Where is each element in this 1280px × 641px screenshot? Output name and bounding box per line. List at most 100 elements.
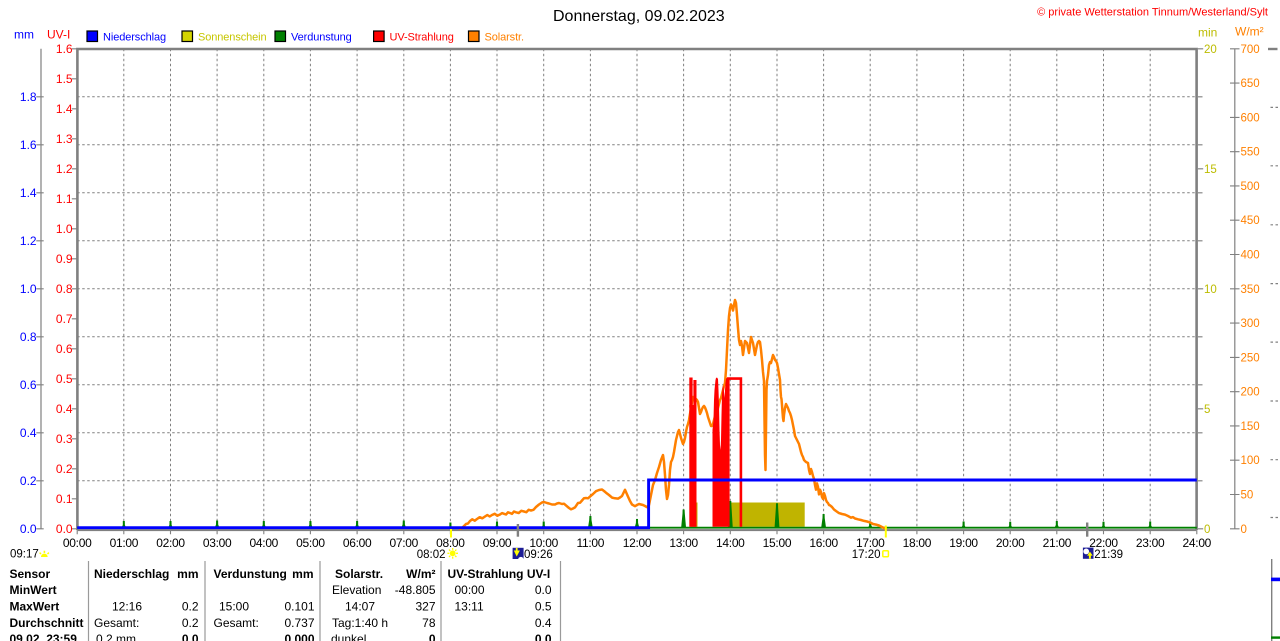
svg-text:1.4: 1.4: [20, 186, 37, 200]
svg-text:300: 300: [1241, 318, 1260, 330]
svg-text:100: 100: [1241, 455, 1260, 467]
svg-text:13:11: 13:11: [455, 600, 484, 614]
svg-text:00:00: 00:00: [455, 583, 485, 597]
svg-text:UV-I: UV-I: [47, 28, 70, 42]
svg-text:MaxWert: MaxWert: [10, 600, 60, 614]
svg-text:11:00: 11:00: [577, 536, 605, 550]
svg-text:09:00: 09:00: [483, 536, 512, 550]
svg-text:1.5: 1.5: [56, 72, 73, 86]
svg-text:14:07: 14:07: [345, 600, 375, 614]
svg-text:24:00: 24:00: [1183, 536, 1212, 550]
svg-text:0.0: 0.0: [20, 522, 37, 536]
svg-text:W/m²: W/m²: [406, 567, 435, 581]
svg-text:1.8: 1.8: [20, 90, 37, 104]
svg-text:09:17: 09:17: [10, 549, 39, 561]
svg-text:05:00: 05:00: [296, 536, 325, 550]
svg-text:18:00: 18:00: [903, 536, 932, 550]
svg-text:0.0: 0.0: [535, 632, 552, 641]
svg-text:1.3: 1.3: [56, 132, 73, 146]
svg-text:0.0: 0.0: [535, 583, 552, 597]
svg-text:1.6: 1.6: [20, 138, 37, 152]
svg-text:Gesamt:: Gesamt:: [214, 616, 259, 630]
svg-text:150: 150: [1241, 421, 1260, 433]
svg-text:16:00: 16:00: [809, 536, 838, 550]
svg-text:mm: mm: [14, 28, 34, 42]
svg-text:15:00: 15:00: [763, 536, 792, 550]
svg-text:Elevation: Elevation: [332, 583, 381, 597]
svg-text:0.4: 0.4: [56, 402, 73, 416]
svg-text:© private Wetterstation Tinnum: © private Wetterstation Tinnum/Westerlan…: [1037, 7, 1268, 19]
svg-text:09.02. 23:59: 09.02. 23:59: [10, 632, 78, 641]
svg-text:08:00: 08:00: [436, 536, 465, 550]
svg-text:MinWert: MinWert: [10, 583, 57, 597]
svg-text:0.2: 0.2: [182, 600, 199, 614]
svg-text:0: 0: [1204, 524, 1210, 536]
svg-text:0.2 mm: 0.2 mm: [96, 632, 136, 641]
svg-text:20:00: 20:00: [996, 536, 1025, 550]
svg-text:0.0: 0.0: [56, 522, 73, 536]
svg-text:0.8: 0.8: [56, 282, 73, 296]
svg-text:06:00: 06:00: [343, 536, 372, 550]
svg-text:1.0: 1.0: [20, 282, 37, 296]
svg-text:0.3: 0.3: [56, 432, 73, 446]
svg-text:dunkel: dunkel: [331, 632, 366, 641]
svg-text:0.4: 0.4: [20, 426, 37, 440]
svg-text:5: 5: [1204, 404, 1210, 416]
svg-text:78: 78: [422, 616, 436, 630]
svg-text:Solarstr.: Solarstr.: [485, 32, 524, 44]
svg-text:-48.805: -48.805: [395, 583, 436, 597]
svg-text:12:00: 12:00: [623, 536, 652, 550]
svg-text:250: 250: [1241, 352, 1260, 364]
svg-text:W/m²: W/m²: [1235, 25, 1264, 39]
svg-text:1.2: 1.2: [56, 162, 73, 176]
svg-text:0.8: 0.8: [20, 330, 37, 344]
svg-text:23:00: 23:00: [1136, 536, 1165, 550]
svg-text:Niederschlag: Niederschlag: [94, 567, 169, 581]
svg-text:17:20: 17:20: [852, 549, 881, 561]
svg-text:13:00: 13:00: [669, 536, 698, 550]
svg-text:600: 600: [1241, 112, 1260, 124]
svg-text:1.0: 1.0: [56, 222, 73, 236]
svg-text:0: 0: [429, 632, 436, 641]
svg-text:Tag:1:40 h: Tag:1:40 h: [332, 616, 388, 630]
svg-text:22:00: 22:00: [1089, 536, 1118, 550]
svg-text:50: 50: [1241, 490, 1254, 502]
svg-text:min: min: [1198, 26, 1217, 40]
svg-text:07:00: 07:00: [389, 536, 418, 550]
svg-text:1.6: 1.6: [56, 42, 73, 56]
svg-text:00:00: 00:00: [63, 536, 92, 550]
svg-text:0.4: 0.4: [535, 616, 552, 630]
svg-text:15: 15: [1204, 164, 1217, 176]
svg-text:UV-Strahlung: UV-Strahlung: [390, 32, 454, 44]
svg-text:400: 400: [1241, 250, 1260, 262]
svg-text:15:00: 15:00: [219, 600, 249, 614]
svg-text:1.2: 1.2: [20, 234, 37, 248]
svg-text:03:00: 03:00: [203, 536, 232, 550]
svg-text:700: 700: [1241, 44, 1260, 56]
svg-text:0.2: 0.2: [20, 474, 37, 488]
svg-text:Donnerstag, 09.02.2023: Donnerstag, 09.02.2023: [553, 8, 725, 25]
svg-text:Verdunstung: Verdunstung: [291, 32, 352, 44]
svg-text:0.1: 0.1: [56, 492, 73, 506]
svg-text:10: 10: [1204, 284, 1217, 296]
svg-text:0.9: 0.9: [56, 252, 73, 266]
svg-text:01:00: 01:00: [110, 536, 139, 550]
svg-text:21:39: 21:39: [1094, 549, 1123, 561]
svg-text:mm: mm: [292, 567, 313, 581]
svg-text:1.1: 1.1: [56, 192, 73, 206]
svg-text:650: 650: [1241, 78, 1260, 90]
svg-text:0: 0: [1241, 524, 1247, 536]
svg-text:0.5: 0.5: [56, 372, 73, 386]
svg-text:21:00: 21:00: [1043, 536, 1072, 550]
svg-text:Gesamt:: Gesamt:: [94, 616, 139, 630]
svg-text:09:26: 09:26: [524, 549, 553, 561]
svg-text:10:00: 10:00: [529, 536, 558, 550]
svg-text:1.4: 1.4: [56, 102, 73, 116]
svg-text:327: 327: [415, 600, 435, 614]
svg-text:Verdunstung: Verdunstung: [214, 567, 287, 581]
svg-text:19:00: 19:00: [949, 536, 978, 550]
svg-text:0.101: 0.101: [284, 600, 314, 614]
svg-text:Niederschlag: Niederschlag: [103, 32, 166, 44]
svg-text:UV-Strahlung UV-I: UV-Strahlung UV-I: [448, 567, 551, 581]
svg-text:0.7: 0.7: [56, 312, 73, 326]
